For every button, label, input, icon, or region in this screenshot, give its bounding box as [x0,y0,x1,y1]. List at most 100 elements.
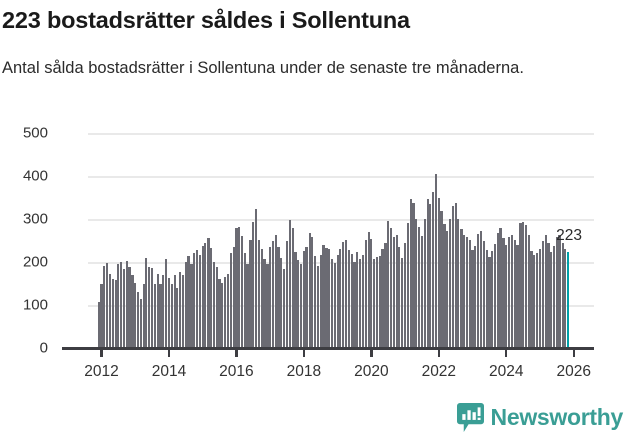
bar [418,226,421,348]
bar [207,237,210,348]
bar [530,250,533,348]
bar [162,274,165,348]
bar [190,263,193,348]
bar [288,219,291,348]
y-axis-tick-label: 0 [39,339,48,357]
bar [519,223,522,348]
bar [541,241,544,348]
bar [195,249,199,348]
bar [426,199,429,348]
bar [392,237,396,348]
bar [372,258,376,348]
bar-value-annotation: 223 [556,227,582,245]
bar [198,255,202,348]
bar [378,255,381,348]
bar [300,263,303,348]
x-axis-tick-label: 2014 [151,363,187,380]
bar [269,246,272,348]
bar [375,256,379,348]
bar [513,239,516,348]
bar [477,233,480,348]
y-axis-tick-label: 300 [22,210,48,228]
bar [241,236,244,348]
bar [440,211,443,348]
gridline [88,133,594,135]
bar [122,268,126,348]
bar [384,243,387,348]
bar [463,235,466,348]
bar [359,258,362,348]
bar [344,239,348,348]
bar [550,251,553,348]
bar [302,250,305,348]
bar [468,239,471,348]
bar [401,257,404,348]
x-axis-tick-label: 2022 [421,363,457,380]
bar [313,255,317,348]
bar [178,272,182,348]
bar [173,274,176,348]
newsworthy-wordmark: Newsworthy [490,403,624,430]
bar [257,239,261,348]
bar [482,241,485,348]
bar [215,267,218,348]
x-axis-tick [235,349,238,357]
bar [226,274,230,348]
bar [333,262,336,348]
bar [316,266,320,348]
bar [254,208,258,348]
y-axis-tick-label: 400 [22,167,48,185]
bar [465,237,468,348]
bar [212,262,215,348]
chart-subtitle: Antal sålda bostadsrätter i Sollentuna u… [2,59,524,77]
bar [260,249,263,348]
newsworthy-logo: Newsworthy [456,401,624,433]
x-axis-tick-label: 2020 [354,363,389,380]
bar [536,252,539,348]
y-axis-tick-label: 100 [22,296,48,314]
bar [564,249,567,348]
bar [193,252,196,348]
bar [291,228,294,348]
x-axis-tick [437,349,441,357]
bar [387,220,390,348]
bar [558,235,561,348]
bar [496,232,499,348]
y-axis-tick-label: 500 [22,124,48,142]
bar [507,237,511,348]
bar [367,231,370,348]
bar [443,224,446,348]
bar [218,279,221,348]
gridline [88,176,594,178]
bar [479,231,483,348]
bar [139,298,143,348]
bar [330,259,333,348]
bar [488,256,491,348]
bar [454,202,457,348]
x-axis-line [62,346,594,350]
bar [485,249,488,348]
bar [522,221,525,348]
bar [117,263,120,348]
bar [134,282,137,348]
bar [524,225,527,348]
bar [142,283,145,348]
bar [114,280,117,348]
bar-highlighted [566,252,570,348]
chart-plot-wrapper: 0 100 200 300 400 500 2012 2014 2016 2018 2020 202… [0,118,631,388]
bar [325,248,328,348]
bar [389,227,392,348]
bar [544,235,547,348]
x-axis-tick-label: 2012 [84,363,119,380]
bar [221,282,224,348]
x-axis-tick-label: 2018 [286,363,322,380]
bar [201,245,204,348]
bar [232,246,235,348]
bar [395,235,398,348]
bar [131,274,134,348]
bar [243,253,246,348]
bar [100,283,103,348]
bar [277,246,280,348]
bar [308,232,311,348]
